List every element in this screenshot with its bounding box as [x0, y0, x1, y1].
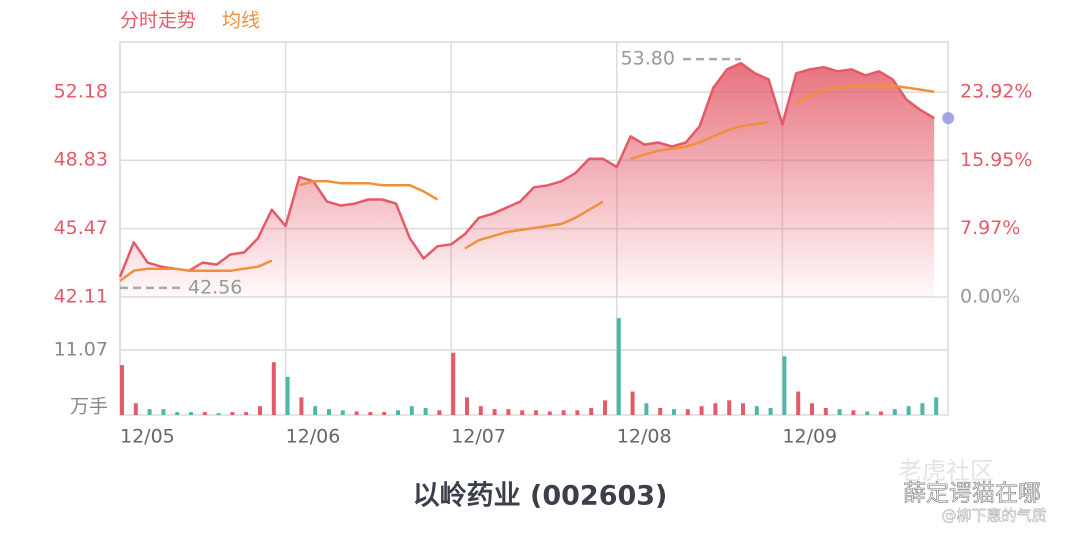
volume-bar	[727, 400, 732, 415]
volume-bar	[492, 409, 497, 415]
y2-tick-label: 0.00%	[960, 286, 1020, 308]
y2-tick-label: 7.97%	[960, 217, 1020, 239]
volume-bar	[520, 410, 525, 415]
volume-bar	[561, 410, 566, 415]
volume-bar	[796, 391, 801, 415]
volume-bar	[823, 407, 828, 415]
y-tick-label: 48.83	[54, 149, 108, 171]
volume-bar	[879, 411, 883, 415]
volume-bar	[920, 403, 925, 415]
volume-bar	[423, 407, 428, 415]
y2-tick-label: 15.95%	[960, 149, 1032, 171]
volume-bar	[768, 407, 773, 415]
volume-bar	[892, 409, 897, 415]
volume-bar	[575, 410, 580, 415]
volume-bar	[120, 365, 124, 415]
volume-tick-label: 11.07	[54, 339, 108, 361]
volume-bar	[313, 406, 318, 415]
volume-bar	[851, 410, 856, 415]
x-tick-label: 12/05	[120, 426, 175, 448]
volume-bar	[699, 406, 704, 415]
volume-bar	[465, 397, 469, 415]
x-tick-label: 12/06	[286, 426, 341, 448]
volume-bar	[147, 409, 152, 415]
volume-bar	[230, 412, 235, 415]
volume-bar	[437, 410, 442, 415]
watermark: @柳下惠的气质	[941, 507, 1046, 525]
volume-bar	[244, 412, 249, 415]
volume-bar	[258, 406, 262, 415]
volume-bar	[547, 411, 552, 415]
volume-bar	[271, 362, 276, 415]
volume-bar	[202, 412, 207, 415]
volume-bar	[175, 412, 180, 415]
volume-bar	[865, 411, 870, 415]
volume-bar	[451, 352, 456, 415]
legend-label: 分时走势	[120, 10, 196, 32]
volume-bar	[810, 403, 814, 415]
volume-bar	[713, 403, 718, 415]
x-tick-label: 12/09	[782, 426, 837, 448]
volume-bar	[644, 403, 649, 415]
price-line	[118, 61, 935, 278]
volume-bar	[837, 409, 842, 415]
legend-label: 均线	[222, 10, 260, 32]
volume-bar	[741, 403, 745, 415]
volume-bar	[478, 406, 483, 415]
y-tick-label: 42.11	[54, 286, 108, 308]
volume-bar	[340, 410, 345, 415]
volume-bar	[754, 406, 759, 415]
volume-bar	[603, 400, 607, 415]
y2-tick-label: 23.92%	[960, 81, 1032, 103]
chart-title: 以岭药业 (002603)	[413, 481, 668, 512]
volume-bar	[327, 409, 331, 415]
x-tick-label: 12/07	[451, 426, 506, 448]
y-tick-label: 45.47	[54, 217, 108, 239]
volume-bar	[133, 403, 138, 415]
volume-bar	[382, 412, 387, 415]
volume-bar	[630, 391, 635, 415]
y-tick-label: 52.18	[54, 81, 108, 103]
volume-bar	[906, 406, 911, 415]
volume-bar	[299, 397, 304, 415]
volume-bar	[409, 406, 414, 415]
volume-bar	[216, 413, 221, 415]
volume-bar	[685, 409, 690, 415]
volume-bar	[658, 407, 663, 415]
volume-bar	[354, 411, 359, 415]
volume-bar	[189, 412, 193, 415]
volume-bar	[616, 318, 621, 415]
volume-bar	[368, 412, 373, 415]
average-line	[119, 84, 935, 282]
last-point-marker	[942, 112, 955, 125]
volume-bar	[396, 410, 400, 415]
annotation-label: 53.80	[621, 48, 675, 70]
volume-bar	[672, 409, 676, 415]
watermark: 老虎社区	[898, 457, 994, 485]
price-area	[120, 63, 935, 298]
watermark: 薛定谔猫在哪	[903, 481, 1041, 507]
annotation-label: 42.56	[188, 276, 242, 298]
volume-bar	[506, 409, 511, 415]
volume-bar	[285, 376, 290, 415]
volume-bar	[589, 407, 594, 415]
volume-bar	[161, 409, 166, 415]
x-tick-label: 12/08	[617, 426, 672, 448]
volume-bar	[782, 356, 787, 415]
volume-bar	[934, 397, 939, 415]
volume-bar	[534, 410, 538, 415]
volume-unit: 万手	[70, 396, 108, 418]
